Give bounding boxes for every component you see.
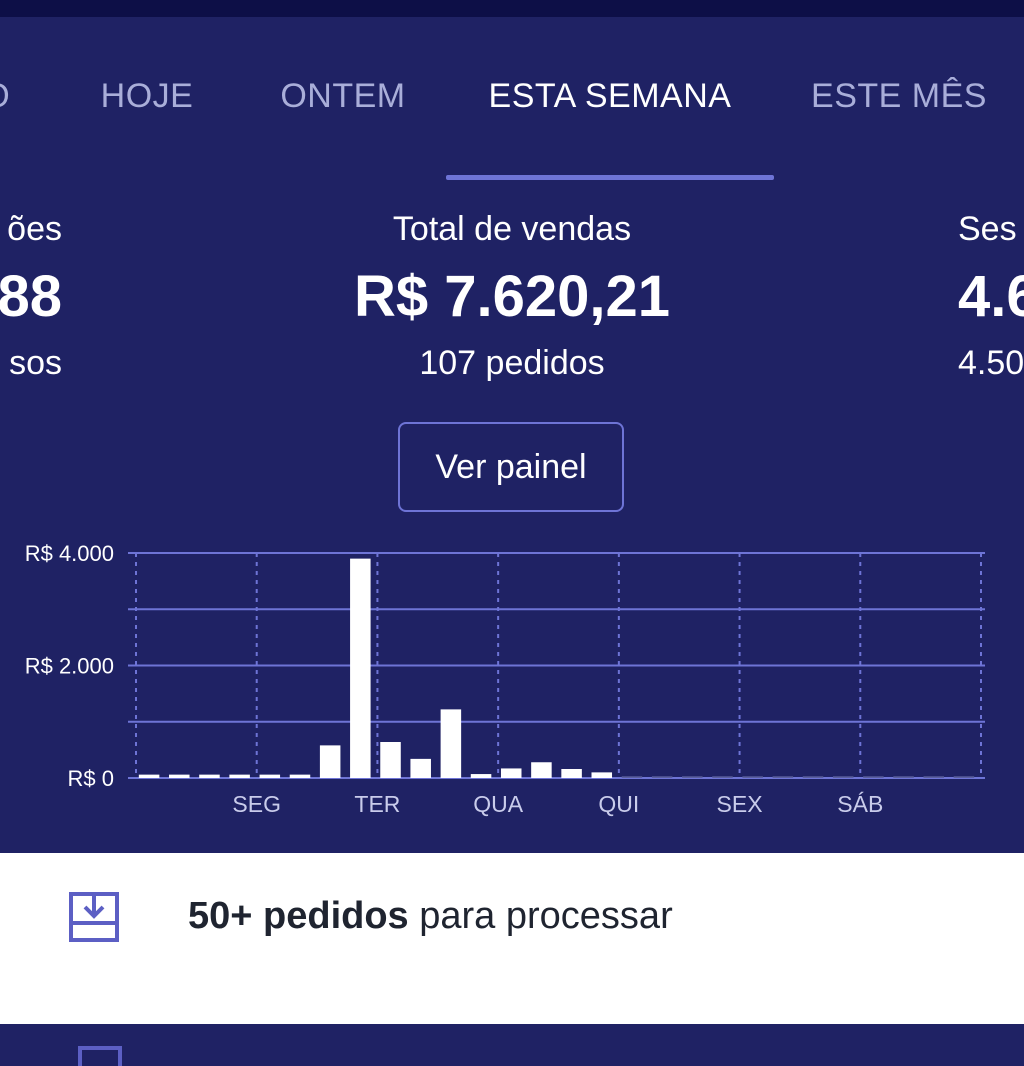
chart-bar[interactable] [591, 772, 613, 778]
chart-bar[interactable] [470, 774, 492, 778]
stat-left-sub: sos [9, 344, 62, 382]
x-tick-label: SEG [232, 791, 281, 817]
chart-bar[interactable] [953, 776, 975, 778]
stat-right-value: 4.6 [958, 264, 1024, 329]
stat-left-label: ões [7, 210, 62, 248]
chart-bar[interactable] [289, 774, 311, 778]
stat-left-value: 88 [0, 264, 62, 329]
chart-bar[interactable] [319, 745, 341, 778]
chart-bar[interactable] [561, 769, 582, 778]
x-tick-label: QUA [473, 791, 524, 817]
chart-bar[interactable] [651, 776, 673, 778]
chart-bar[interactable] [440, 709, 462, 778]
pedidos-para-processar-row[interactable]: 50+ pedidos para processar [0, 883, 1024, 1066]
chart-bar[interactable] [742, 776, 763, 778]
x-tick-label: QUI [598, 791, 639, 817]
stat-card-left[interactable]: ões 88 sos [0, 210, 62, 383]
ver-painel-button[interactable]: Ver painel [398, 422, 624, 512]
inbox-icon [78, 1046, 122, 1066]
sales-bar-chart: R$ 4.000 R$ 2.000 R$ 0 SEG TER QUA QUI SEX SÁB [25, 541, 985, 817]
x-tick-label: TER [354, 791, 400, 817]
chart-bars [138, 558, 975, 778]
tab-previous[interactable]: O [0, 77, 10, 116]
active-tab-indicator [446, 175, 774, 180]
chart-bar[interactable] [229, 774, 250, 778]
chart-bar[interactable] [802, 776, 824, 778]
stat-card-right[interactable]: Ses 4.6 4.50 [958, 210, 1024, 383]
stat-right-sub: 4.50 [958, 344, 1024, 382]
chart-bar[interactable] [832, 776, 854, 778]
pedidos-rest: para processar [408, 895, 673, 937]
y-tick-label: R$ 2.000 [25, 654, 114, 679]
chart-bar[interactable] [863, 776, 884, 778]
chart-bar[interactable] [350, 558, 371, 778]
chart-bar[interactable] [531, 762, 552, 778]
pedidos-count: 107 pedidos [419, 344, 605, 382]
x-tick-label: SÁB [837, 791, 883, 817]
chart-labels: R$ 4.000 R$ 2.000 R$ 0 SEG TER QUA QUI SEX SÁB [25, 541, 884, 817]
chart-bar[interactable] [923, 776, 944, 778]
chart-bar[interactable] [259, 774, 281, 778]
tab-hoje[interactable]: HOJE [100, 77, 194, 115]
chart-bar[interactable] [169, 774, 190, 778]
chart-bar[interactable] [772, 776, 794, 778]
pedidos-notification-text: 50+ pedidos para processar [188, 895, 673, 938]
period-tabs: O HOJE ONTEM ESTA SEMANA ESTE MÊS [0, 17, 1024, 180]
total-vendas-value: R$ 7.620,21 [353, 264, 671, 329]
download-tray-icon [69, 892, 119, 942]
stat-card-total-vendas[interactable]: Total de vendas R$ 7.620,21 107 pedidos [262, 210, 762, 383]
status-bar [0, 0, 1024, 17]
tab-este-mes[interactable]: ESTE MÊS [811, 77, 987, 115]
chart-bar[interactable] [893, 776, 914, 778]
pedidos-count-bold: 50+ pedidos [188, 895, 409, 937]
bottom-panel: 50+ pedidos para processar [0, 853, 1024, 1066]
chart-bar[interactable] [410, 758, 431, 778]
y-tick-label: R$ 0 [68, 766, 114, 791]
chart-bar[interactable] [199, 774, 220, 778]
chart-bar[interactable] [500, 768, 522, 778]
tab-ontem[interactable]: ONTEM [280, 77, 406, 115]
stat-right-label: Ses [958, 210, 1017, 248]
chart-bar[interactable] [712, 776, 733, 778]
chart-grid [128, 552, 985, 779]
x-tick-label: SEX [717, 791, 763, 817]
total-vendas-label: Total de vendas [392, 210, 632, 248]
tab-esta-semana[interactable]: ESTA SEMANA [488, 77, 732, 115]
chart-bar[interactable] [621, 776, 643, 778]
chart-bar[interactable] [380, 742, 401, 778]
chart-bar[interactable] [138, 774, 160, 778]
y-tick-label: R$ 4.000 [25, 541, 114, 566]
chart-bar[interactable] [682, 776, 703, 778]
